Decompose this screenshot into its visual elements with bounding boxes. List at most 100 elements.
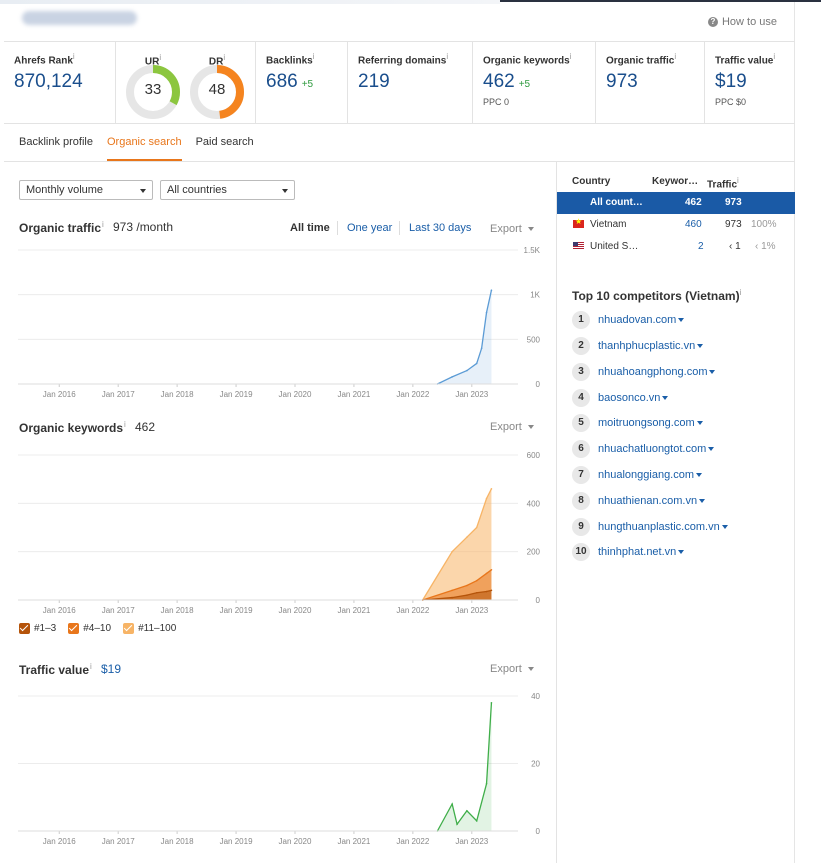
backlinks-value[interactable]: 686 (266, 71, 298, 93)
legend-item-4-10[interactable]: #4–10 (68, 623, 111, 634)
info-icon[interactable]: i (159, 53, 162, 62)
ur-value: 33 (144, 81, 162, 98)
competitor-item[interactable]: 1 nhuadovan.com (572, 311, 685, 329)
country-select[interactable]: All countries (160, 180, 295, 200)
chevron-down-icon[interactable] (699, 499, 706, 503)
competitor-rank: 9 (572, 518, 590, 536)
competitor-link[interactable]: nhuadovan.com (598, 314, 677, 326)
competitor-link[interactable]: moitruongsong.com (598, 417, 695, 429)
export-traffic-button[interactable]: Export (490, 223, 534, 235)
info-icon[interactable]: i (674, 52, 677, 61)
country-traffic: ‹ 1 (729, 241, 741, 252)
column-divider (556, 162, 557, 863)
competitor-item[interactable]: 6 nhuachatluongtot.com (572, 440, 715, 458)
country-share: 100% (751, 219, 777, 230)
section-tabs: Backlink profile Organic search Paid sea… (4, 124, 795, 162)
data-point (475, 526, 478, 529)
competitor-item[interactable]: 2 thanhphucplastic.vn (572, 337, 704, 355)
info-icon[interactable]: i (446, 52, 449, 61)
legend-item-1-3[interactable]: #1–3 (19, 623, 56, 634)
tab-backlink-profile[interactable]: Backlink profile (19, 136, 93, 148)
chevron-down-icon[interactable] (662, 396, 669, 400)
data-point (475, 579, 478, 582)
chevron-down-icon[interactable] (678, 318, 685, 322)
series-line (422, 569, 492, 601)
data-point (475, 362, 478, 365)
export-value-button[interactable]: Export (490, 663, 534, 675)
country-row-us[interactable]: United S… 2 ‹ 1 ‹ 1% (557, 236, 795, 258)
competitor-link[interactable]: nhuahoangphong.com (598, 366, 708, 378)
competitor-item[interactable]: 9 hungthuanplastic.com.vn (572, 518, 728, 536)
how-to-use-link[interactable]: ? How to use (707, 16, 777, 28)
range-all-time[interactable]: All time (290, 222, 330, 234)
organic-keywords-title: Organic keywordsi (19, 420, 126, 435)
competitor-item[interactable]: 7 nhualonggiang.com (572, 466, 703, 484)
organic-keywords-value[interactable]: 462 (483, 71, 515, 93)
organic-traffic-value[interactable]: 973 (606, 71, 638, 93)
info-icon[interactable]: i (90, 662, 92, 671)
organic-traffic-label: Organic traffic (606, 55, 675, 67)
chevron-down-icon[interactable] (708, 447, 715, 451)
competitor-item[interactable]: 3 nhuahoangphong.com (572, 363, 716, 381)
info-icon[interactable]: i (102, 220, 104, 229)
y-tick-label: 600 (527, 451, 541, 460)
chevron-down-icon[interactable] (696, 473, 703, 477)
country-col-header[interactable]: Country (572, 176, 611, 187)
data-point (451, 376, 453, 378)
export-keywords-button[interactable]: Export (490, 421, 534, 433)
competitor-link[interactable]: nhualonggiang.com (598, 469, 695, 481)
legend-item-11-100[interactable]: #11–100 (123, 623, 176, 634)
country-share: ‹ 1% (755, 241, 776, 252)
series-area (437, 702, 492, 831)
data-point (466, 584, 468, 587)
info-icon[interactable]: i (737, 176, 739, 185)
checkbox-icon[interactable] (19, 623, 30, 634)
info-icon[interactable]: i (773, 52, 776, 61)
checkbox-icon[interactable] (123, 623, 135, 634)
volume-select[interactable]: Monthly volume (19, 180, 153, 200)
checkbox-icon[interactable] (68, 623, 80, 634)
export-label: Export (490, 223, 522, 235)
ur-label: UR (144, 56, 160, 68)
chevron-down-icon[interactable] (696, 421, 703, 425)
competitor-item[interactable]: 8 nhuathienan.com.vn (572, 492, 706, 510)
competitor-link[interactable]: thanhphucplastic.vn (598, 340, 696, 352)
country-keywords[interactable]: 2 (698, 241, 704, 252)
organic-keywords-chart-svg: 600 400 200 0 Jan 2016 Jan 2017 Jan 2018 Jan 20… (18, 451, 541, 615)
traffic-value-amount: $19 (101, 662, 122, 676)
info-icon[interactable]: i (124, 420, 126, 429)
competitor-item[interactable]: 5 moitruongsong.com (572, 414, 703, 432)
competitor-link[interactable]: thinhphat.net.vn (598, 546, 677, 558)
country-row-all[interactable]: All count… 462 973 (557, 192, 795, 214)
organic-traffic-chart-svg: 1.5K 1K 500 0 Jan 2016 Jan 2017 Jan 2018 Jan 20… (18, 246, 541, 399)
keywords-col-header[interactable]: Keywor… (652, 176, 699, 187)
competitor-link[interactable]: nhuachatluongtot.com (598, 443, 707, 455)
chevron-down-icon[interactable] (697, 344, 704, 348)
vietnam-flag-icon (573, 217, 584, 228)
country-select-value: All countries (167, 184, 227, 196)
info-icon[interactable]: i (569, 52, 572, 61)
chevron-down-icon[interactable] (678, 550, 685, 554)
chevron-down-icon[interactable] (721, 525, 728, 529)
info-icon[interactable]: i (312, 52, 315, 61)
info-icon[interactable]: i (739, 288, 742, 297)
tab-paid-search[interactable]: Paid search (195, 136, 254, 148)
competitor-link[interactable]: baosonco.vn (598, 392, 661, 404)
chevron-down-icon[interactable] (709, 370, 716, 374)
country-keywords[interactable]: 460 (685, 219, 702, 230)
range-one-year[interactable]: One year (347, 222, 393, 234)
competitor-link[interactable]: hungthuanplastic.com.vn (598, 521, 720, 533)
tab-organic-search[interactable]: Organic search (106, 124, 182, 161)
organic-traffic-chart: 1.5K 1K 500 0 Jan 2016 Jan 2017 Jan 2018 Jan 20… (18, 246, 542, 400)
competitor-item[interactable]: 10 thinhphat.net.vn (572, 543, 685, 561)
country-row-vietnam[interactable]: Vietnam 460 973 100% (557, 214, 795, 236)
x-tick-label: Jan 2016 (43, 606, 76, 615)
traffic-col-header[interactable]: Traffici (707, 176, 739, 190)
competitor-item[interactable]: 4 baosonco.vn (572, 389, 669, 407)
range-last-30-days[interactable]: Last 30 days (409, 222, 472, 234)
referring-domains-value[interactable]: 219 (358, 71, 390, 93)
info-icon[interactable]: i (223, 53, 226, 62)
info-icon[interactable]: i (72, 52, 75, 61)
competitor-link[interactable]: nhuathienan.com.vn (598, 495, 698, 507)
x-tick-label: Jan 2022 (396, 390, 429, 399)
